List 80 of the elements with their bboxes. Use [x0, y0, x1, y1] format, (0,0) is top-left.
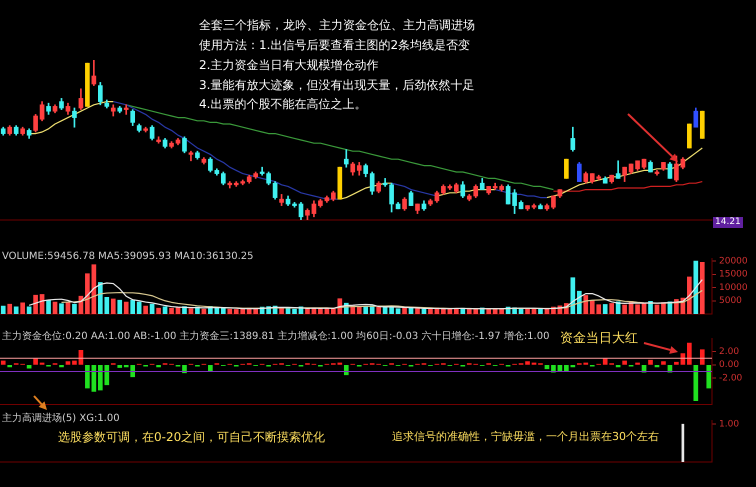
- annotation: 追求信号的准确性，宁缺毋滥，一个月出票在30个左右: [392, 430, 659, 444]
- bar: [279, 308, 284, 314]
- bar: [706, 365, 712, 388]
- y-tick-label: 1.00: [719, 420, 740, 430]
- bar: [104, 365, 110, 386]
- bar: [7, 304, 12, 314]
- bar: [92, 264, 96, 314]
- annotation: VOLUME:59456.78 MA5:39095.93 MA10:36130.25: [2, 251, 254, 264]
- bar: [26, 306, 32, 314]
- bar: [622, 360, 627, 365]
- bar: [661, 361, 666, 365]
- bar: [59, 303, 64, 314]
- bar: [356, 307, 362, 314]
- bar: [466, 309, 472, 314]
- bar: [124, 302, 129, 314]
- bar: [98, 365, 103, 390]
- bar: [208, 365, 213, 372]
- bar: [150, 304, 154, 314]
- annotation: 主力高调进场(5) XG:1.00: [2, 413, 120, 426]
- bar: [104, 296, 110, 314]
- bar: [0, 306, 6, 314]
- bar: [92, 365, 96, 392]
- y-tick-label: 0.00: [719, 360, 740, 370]
- bar: [0, 360, 6, 365]
- bar: [422, 308, 426, 314]
- bar: [648, 300, 653, 314]
- bar: [596, 304, 602, 314]
- y-tick-label: 20000: [719, 256, 748, 266]
- bar: [117, 365, 122, 368]
- annotation: 4.出票的个股不能在高位之上。: [197, 97, 368, 112]
- annotation: 资金当日大红: [560, 331, 638, 348]
- bar: [110, 298, 116, 314]
- bar: [538, 308, 543, 314]
- bar: [162, 306, 168, 314]
- bar: [376, 306, 381, 314]
- text: 使用方法：1.出信号后要查看主图的2条均线是否变: [197, 38, 472, 53]
- bar: [700, 262, 705, 314]
- bar: [693, 365, 698, 401]
- bar: [408, 308, 414, 314]
- text: 全套三个指标，龙吟、主力资金仓位、主力高调进场: [197, 18, 477, 33]
- bar: [693, 260, 698, 314]
- bar: [143, 306, 148, 314]
- bar: [648, 360, 653, 365]
- y-tick-label: 10000: [719, 282, 748, 293]
- bar: [583, 295, 588, 314]
- y-tick-label: -2.00: [719, 373, 743, 384]
- bar: [14, 306, 19, 314]
- bar: [72, 304, 77, 314]
- annotation: 选股参数可调，在0-20之间，可自己不断摸索优化: [58, 430, 326, 445]
- annotation: 主力资金仓位:0.20 AA:1.00 AB:-1.00 主力资金三:1389.81 主力增减仓:1.00 均60日:-0.03 六十日增仓:-1.97 增仓:1.00: [2, 331, 550, 344]
- bar: [202, 308, 206, 314]
- bar: [402, 307, 407, 314]
- text: 14.21: [713, 217, 743, 228]
- y-tick-label: 15000: [719, 270, 748, 280]
- bar: [52, 302, 58, 314]
- bar: [382, 307, 388, 314]
- bar: [117, 300, 122, 314]
- bar: [234, 309, 239, 314]
- bar: [85, 365, 90, 388]
- bar: [622, 304, 627, 314]
- bar: [687, 342, 692, 365]
- bar: [136, 302, 142, 314]
- bar: [130, 300, 136, 314]
- bar: [602, 304, 608, 314]
- bar: [227, 308, 232, 314]
- bar: [415, 308, 420, 314]
- bar: [188, 308, 194, 314]
- bar: [46, 300, 51, 314]
- bar: [20, 302, 25, 314]
- bar: [66, 302, 70, 314]
- annotation: 2.主力资金当日有大规模增仓动作: [197, 58, 380, 73]
- bar: [590, 300, 595, 314]
- bar: [220, 308, 226, 314]
- candlestick: [188, 150, 194, 162]
- annotation: 3.量能有放大迹象，但没有出现天量，后劲依然十足: [197, 78, 476, 93]
- bar: [156, 308, 161, 314]
- bar: [609, 303, 614, 314]
- y-tick-label: 5000: [719, 296, 742, 306]
- bar: [26, 365, 32, 369]
- y-tick-label: 2.00: [719, 346, 740, 357]
